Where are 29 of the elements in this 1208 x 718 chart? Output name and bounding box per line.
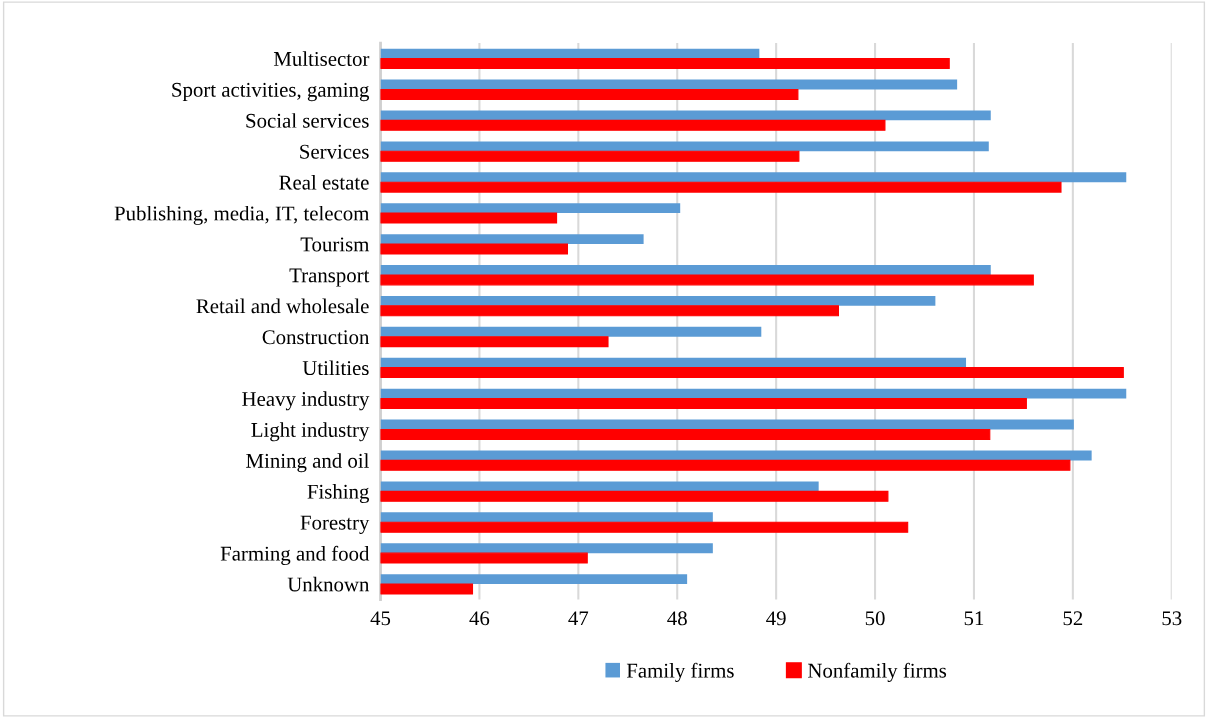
y-tick-label: Multisector xyxy=(273,51,370,66)
x-tick-label: 49 xyxy=(766,611,786,626)
legend-label: Nonfamily firms xyxy=(808,662,947,682)
y-tick-label: Construction xyxy=(262,330,370,345)
x-tick-label: 53 xyxy=(1162,611,1182,626)
x-tick-label: 47 xyxy=(568,611,589,626)
y-tick-label: Light industry xyxy=(251,422,370,442)
y-tick-label: Publishing, media, IT, telecom xyxy=(114,205,370,225)
y-tick-label: Transport xyxy=(289,268,370,287)
y-tick-label: Services xyxy=(300,144,369,159)
x-tick-label: 45 xyxy=(370,611,391,626)
x-tick-label: 48 xyxy=(667,611,687,626)
y-tick-label: Forestry xyxy=(300,515,370,534)
x-tick-label: 50 xyxy=(865,611,885,626)
x-tick-label: 51 xyxy=(964,611,984,626)
y-tick-label: Real estate xyxy=(279,174,369,190)
y-tick-label: Heavy industry xyxy=(242,391,370,411)
y-tick-label: Tourism xyxy=(300,237,370,252)
x-tick-label: 46 xyxy=(469,611,490,626)
y-tick-label: Retail and wholesale xyxy=(196,298,369,314)
y-tick-label: Social services xyxy=(246,113,369,128)
y-tick-label: Farming and food xyxy=(220,545,370,565)
y-tick-label: Mining and oil xyxy=(246,453,369,473)
y-tick-label: Sport activities, gaming xyxy=(172,82,370,102)
y-tick-label: Fishing xyxy=(307,484,370,504)
legend-label: Family firms xyxy=(626,662,734,682)
y-tick-label: Utilities xyxy=(302,360,369,376)
x-tick-label: 52 xyxy=(1063,611,1083,626)
y-tick-label: Unknown xyxy=(287,576,370,592)
